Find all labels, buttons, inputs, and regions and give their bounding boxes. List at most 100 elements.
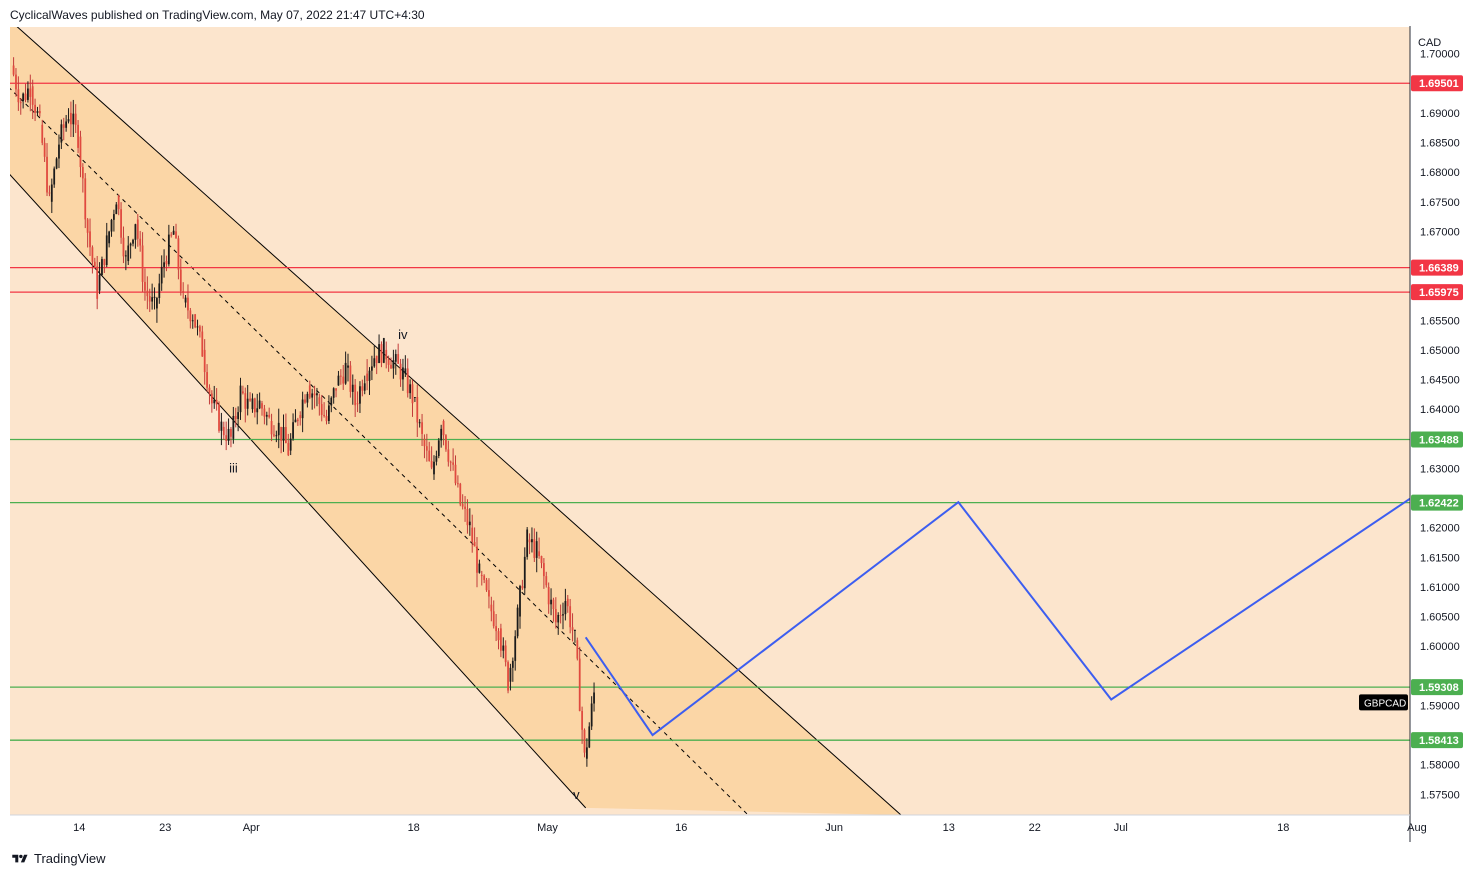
candle-body (132, 239, 134, 244)
candle-body (332, 388, 335, 398)
candle-body (239, 385, 242, 413)
candle-body (70, 112, 72, 125)
candle-body (270, 421, 273, 435)
candle-body (366, 373, 369, 381)
candle-body (497, 631, 500, 641)
candle-body (318, 397, 321, 405)
candle-body (478, 563, 481, 573)
candle-body (533, 539, 536, 558)
candle-body (585, 747, 588, 759)
candle-body (89, 231, 91, 248)
candle-body (230, 428, 232, 437)
candle-body (361, 386, 364, 391)
candle-body (514, 636, 517, 661)
candle-body (31, 86, 34, 105)
candle-body (552, 599, 555, 610)
candle-body (330, 397, 333, 406)
candle-body (84, 178, 87, 220)
candle-body (380, 344, 383, 363)
candle-body (34, 104, 36, 113)
price-tick-label: 1.64000 (1420, 404, 1460, 416)
candle-body (67, 119, 70, 122)
candle-body (347, 365, 349, 368)
candle-body (483, 575, 486, 580)
candle-body (335, 388, 337, 391)
price-level-tag-label: 1.58413 (1419, 735, 1459, 747)
candle-body (208, 387, 211, 394)
candle-body (227, 428, 230, 441)
candle-body (499, 628, 502, 651)
candle-body (287, 443, 290, 456)
candle-body (36, 111, 39, 113)
candle-body (77, 124, 79, 148)
candle-body (590, 703, 593, 727)
candle-body (449, 461, 452, 463)
price-level-tag-label: 1.63488 (1419, 434, 1459, 446)
candle-body (325, 416, 328, 422)
candle-body (22, 93, 25, 102)
price-tick-label: 1.67500 (1420, 197, 1460, 209)
candle-body (397, 354, 400, 364)
candle-body (237, 412, 240, 419)
candle-body (160, 266, 163, 284)
candle-body (12, 65, 15, 75)
candle-body (466, 508, 469, 526)
candle-body (249, 398, 251, 401)
candle-body (127, 245, 130, 262)
tradingview-footer[interactable]: TradingView (10, 851, 106, 866)
price-tick-label: 1.60500 (1420, 612, 1460, 624)
candle-body (81, 167, 84, 179)
candle-body (163, 262, 165, 267)
time-tick-label: Aug (1407, 822, 1427, 834)
candle-body (265, 414, 268, 417)
candle-body (263, 408, 266, 417)
price-level-tag-resistance (1411, 259, 1463, 276)
candle-body (394, 354, 397, 362)
candle-body (253, 398, 256, 413)
candle-body (375, 355, 378, 364)
candle-body (581, 710, 584, 730)
candle-body (165, 261, 168, 265)
candle-body (550, 599, 552, 605)
candle-body (545, 576, 548, 586)
candle-body (363, 383, 366, 391)
candle-body (184, 297, 187, 303)
candle-body (368, 370, 371, 381)
candle-body (447, 449, 450, 462)
candle-body (282, 427, 285, 441)
candle-body (461, 503, 464, 507)
plot-layer: iii iv v (10, 27, 1410, 815)
candle-body (390, 364, 392, 369)
candle-body (194, 314, 197, 328)
candle-body (504, 645, 507, 663)
candle-body (301, 399, 304, 419)
price-level-tag-label: 1.62422 (1419, 498, 1459, 510)
candle-body (485, 579, 488, 591)
tradingview-brand: TradingView (34, 851, 106, 866)
chart-area[interactable]: iii iv v CAD 1.70000 1.69000 1.68500 1.68000 1.6… (0, 26, 1478, 842)
time-tick-label: 23 (159, 822, 171, 834)
candle-body (385, 349, 388, 360)
candle-body (442, 421, 445, 436)
candle-body (289, 438, 292, 451)
price-tick-label: 1.68500 (1420, 138, 1460, 150)
candle-body (492, 611, 495, 627)
candle-body (15, 74, 17, 90)
wave-projection-line (584, 497, 1410, 737)
candle-body (557, 614, 560, 623)
candle-body (43, 142, 46, 157)
candle-body (113, 214, 115, 220)
publisher-line: CyclicalWaves published on TradingView.c… (10, 8, 425, 22)
price-tick-label: 1.59000 (1420, 700, 1460, 712)
time-tick-label: 18 (1277, 822, 1289, 834)
candle-body (246, 398, 249, 409)
candle-body (134, 224, 137, 240)
price-tick-label: 1.70000 (1420, 49, 1460, 61)
price-tick-label: 1.65000 (1420, 345, 1460, 357)
candle-body (203, 349, 206, 373)
candle-body (339, 375, 342, 377)
candle-body (437, 440, 440, 456)
candle-body (554, 609, 557, 623)
candle-body (86, 219, 89, 233)
